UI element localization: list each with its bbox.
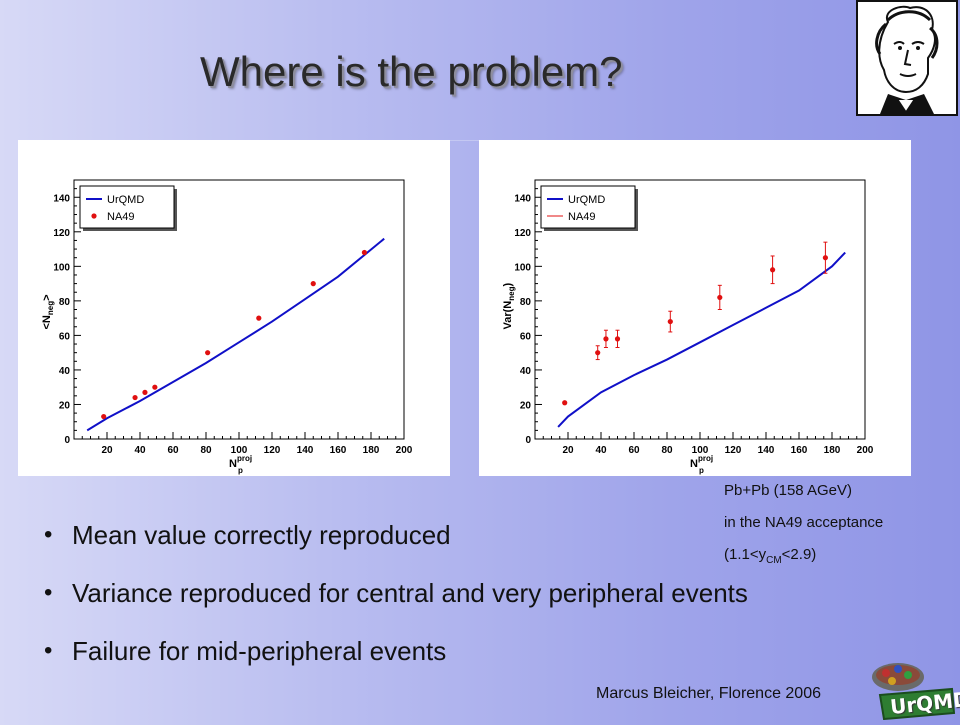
urqmd-logo-icon: UrQMD: [868, 655, 960, 721]
na49-point: [667, 318, 673, 325]
x-tick-label: 140: [758, 445, 775, 456]
footer-credit: Marcus Bleicher, Florence 2006: [596, 685, 821, 702]
legend-box: [79, 185, 175, 229]
info-line-acceptance: in the NA49 acceptance: [724, 514, 884, 531]
urqmd-curve: [557, 251, 846, 428]
x-axis-label-main: N: [229, 458, 237, 470]
x-tick-label: 160: [330, 445, 347, 456]
x-tick-label: 120: [725, 445, 742, 456]
y-axis-label-sub: neg: [46, 301, 55, 315]
na49-point: [132, 394, 138, 401]
x-tick-label: 180: [363, 445, 380, 456]
y-tick-label: 60: [520, 331, 532, 342]
na49-point: [256, 315, 262, 321]
legend-box: [540, 185, 636, 229]
y-tick-label: 40: [59, 366, 71, 377]
mean-chart: 20 40 60 80 100 120 140 160 180 200 0 20 40 60 80 100 12…: [41, 179, 413, 475]
x-tick-label: 200: [396, 445, 413, 456]
y-tick-label: 120: [514, 228, 531, 239]
x-axis-label: Nproj: [690, 454, 713, 470]
x-tick-label: 40: [595, 445, 607, 456]
y-axis-label-main: Var(N: [502, 301, 514, 330]
x-tick-label: 180: [824, 445, 841, 456]
y-tick-label: 120: [53, 228, 70, 239]
bullet-list: Mean value correctly reproduced Variance…: [44, 506, 748, 680]
legend-na49-label: NA49: [107, 211, 135, 223]
x-axis-label: Nproj: [229, 454, 252, 470]
x-axis-label-sub: p: [699, 466, 704, 475]
na49-point: [361, 249, 367, 256]
variance-chart: 20 40 60 80 100 120 140 160 180 200 0 20 40 60 80 100 12…: [502, 179, 874, 475]
x-tick-label: 60: [628, 445, 640, 456]
bullet-item: Variance reproduced for central and very…: [44, 564, 748, 622]
info-line-system: Pb+Pb (158 AGeV): [724, 482, 852, 499]
header-divider: [20, 140, 888, 141]
x-tick-label: 120: [264, 445, 281, 456]
legend-na49-label: NA49: [568, 211, 596, 223]
legend-urqmd-label: UrQMD: [568, 194, 605, 206]
na49-point: [614, 336, 621, 342]
slide-title: Where is the problem?: [200, 48, 623, 95]
x-tick-label: 160: [791, 445, 808, 456]
y-axis-label-suffix: ): [502, 283, 514, 287]
y-tick-label: 20: [59, 400, 71, 411]
na49-point: [603, 336, 609, 342]
x-axis-label-sub: p: [238, 466, 243, 475]
y-tick-label: 140: [514, 193, 531, 204]
y-tick-label: 0: [525, 435, 531, 446]
y-axis-label: Var(Nneg): [502, 283, 516, 330]
na49-point: [101, 413, 107, 420]
x-tick-label: 20: [562, 445, 574, 456]
y-axis-label-main: <N: [41, 315, 53, 329]
na49-point: [562, 400, 568, 406]
na49-point: [205, 350, 211, 356]
y-tick-label: 140: [53, 193, 70, 204]
x-tick-label: 140: [297, 445, 314, 456]
variance-chart-panel: 20 40 60 80 100 120 140 160 180 200 0 20 40 60 80 100 12…: [479, 140, 911, 476]
x-tick-label: 80: [661, 445, 673, 456]
y-tick-label: 80: [59, 297, 71, 308]
y-tick-label: 20: [520, 400, 532, 411]
y-axis-label: <Nneg>: [41, 294, 55, 329]
na49-point: [822, 255, 828, 261]
na49-point: [717, 294, 723, 301]
goethe-portrait-icon: [856, 0, 958, 116]
mean-chart-panel: 20 40 60 80 100 120 140 160 180 200 0 20 40 60 80 100 12…: [18, 140, 450, 476]
rapidity-suffix: <2.9): [781, 546, 817, 563]
x-tick-label: 100: [692, 445, 709, 456]
bullet-item: Mean value correctly reproduced: [44, 506, 748, 564]
na49-point: [152, 384, 158, 390]
y-axis-label-sub: neg: [507, 286, 516, 300]
x-axis-label-main: N: [690, 458, 698, 470]
x-tick-label: 200: [857, 445, 874, 456]
legend-na49-swatch: [91, 213, 97, 219]
y-axis-label-suffix: >: [41, 294, 53, 300]
urqmd-curve: [86, 237, 385, 432]
x-tick-label: 20: [101, 445, 113, 456]
na49-point: [595, 350, 601, 356]
x-tick-label: 60: [167, 445, 179, 456]
x-axis-label-sup: proj: [698, 454, 713, 463]
x-axis-label-sup: proj: [237, 454, 252, 463]
y-tick-label: 0: [64, 435, 70, 446]
x-tick-label: 40: [134, 445, 146, 456]
na49-point: [310, 281, 316, 287]
x-tick-label: 80: [200, 445, 212, 456]
na49-point: [770, 267, 776, 273]
y-tick-label: 80: [520, 297, 532, 308]
na49-point: [142, 389, 148, 395]
rapidity-sub: CM: [766, 555, 782, 566]
bullet-item: Failure for mid-peripheral events: [44, 622, 748, 680]
x-tick-label: 100: [231, 445, 248, 456]
y-tick-label: 40: [520, 366, 532, 377]
y-tick-label: 60: [59, 331, 71, 342]
y-tick-label: 100: [514, 262, 531, 273]
legend-urqmd-label: UrQMD: [107, 194, 144, 206]
y-tick-label: 100: [53, 262, 70, 273]
